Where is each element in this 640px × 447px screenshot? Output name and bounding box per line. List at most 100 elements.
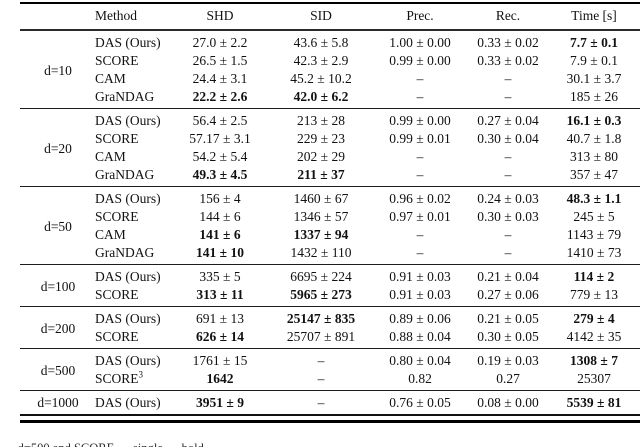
metric-cell: 0.82 (408, 371, 432, 386)
dimension-label: d=50 (20, 186, 90, 265)
metric-cell: – (317, 371, 325, 386)
table-header-row: Method SHD SID Prec. Rec. Time [s] (20, 3, 640, 31)
metric-cell: 1642 (206, 371, 234, 386)
metric-cell: – (416, 245, 424, 260)
table-row: d=100 DAS (Ours) 335 ± 5 6695 ± 224 0.91 ± 0… (20, 264, 640, 307)
metric-cell: 1432 ± 110 (290, 245, 352, 260)
method-cell: SCORE (95, 329, 139, 344)
metric-cell: 0.97 ± 0.01 (389, 209, 451, 224)
metric-cell: 0.33 ± 0.02 (477, 35, 539, 50)
table-row: SCORE 144 ± 6 1346 ± 57 0.97 ± 0.01 0.30 ± 0… (20, 208, 640, 226)
metric-cell: 7.9 ± 0.1 (570, 53, 618, 68)
metric-cell: 7.7 ± 0.1 (570, 35, 618, 50)
metric-cell: 0.33 ± 0.02 (477, 53, 539, 68)
method-cell: DAS (Ours) (90, 186, 170, 208)
metric-cell: 313 ± 11 (196, 287, 244, 302)
metric-cell: 57.17 ± 3.1 (189, 131, 251, 146)
table-row: GraNDAG 141 ± 10 1432 ± 110 – – 1410 ± 73 (20, 244, 640, 265)
metric-cell: 141 ± 10 (196, 245, 244, 260)
metric-cell: 54.2 ± 5.4 (192, 149, 248, 164)
metric-cell: 43.6 ± 5.8 (293, 35, 349, 50)
metric-cell: 1410 ± 73 (566, 245, 622, 260)
method-cell: DAS (Ours) (90, 264, 170, 286)
metric-cell: 3951 ± 9 (170, 390, 270, 415)
metric-cell: 279 ± 4 (548, 306, 640, 328)
metric-cell: 1761 ± 15 (170, 348, 270, 370)
table-caption-clipped: … d=500 and SCORE … single … bold … (2, 441, 636, 447)
metric-cell: 5965 ± 273 (290, 287, 352, 302)
metric-cell: 4142 ± 35 (566, 329, 622, 344)
metric-cell: 0.76 ± 0.05 (372, 390, 468, 415)
metric-cell: 211 ± 37 (297, 167, 345, 182)
group-body: d=50 DAS (Ours) 156 ± 4 1460 ± 67 0.96 ± 0.0… (20, 186, 640, 265)
metric-cell: – (504, 227, 512, 242)
table-row: d=1000 DAS (Ours) 3951 ± 9–0.76 ± 0.05 0.08… (20, 390, 640, 415)
metric-cell: 30.1 ± 3.7 (566, 71, 622, 86)
metric-cell: 0.08 ± 0.00 (468, 390, 548, 415)
metric-cell: 0.27 ± 0.04 (468, 108, 548, 130)
dimension-label: d=500 (20, 348, 90, 391)
dimension-label: d=100 (20, 264, 90, 307)
table-header: Method SHD SID Prec. Rec. Time [s] (20, 3, 640, 31)
group-body: d=10 DAS (Ours) 27.0 ± 2.2 43.6 ± 5.8 1.00 ±… (20, 30, 640, 109)
table-row: GraNDAG 49.3 ± 4.5 211 ± 37 – – 357 ± 47 (20, 166, 640, 187)
metric-cell: 0.91 ± 0.03 (389, 287, 451, 302)
table-row: d=200 DAS (Ours) 691 ± 13 25147 ± 835 0.89 ±… (20, 306, 640, 349)
group-body: d=500 DAS (Ours) 1761 ± 15–0.80 ± 0.04 0.19… (20, 348, 640, 391)
method-cell: DAS (Ours) (95, 35, 161, 50)
metric-cell: 626 ± 14 (196, 329, 244, 344)
column-header-sid: SID (270, 3, 372, 31)
method-footnote-marker: 3 (138, 369, 144, 380)
metric-cell: 313 ± 80 (570, 149, 618, 164)
metric-cell: 25707 ± 891 (286, 329, 356, 344)
metric-cell: – (504, 89, 512, 104)
table-row: SCORE 313 ± 11 5965 ± 273 0.91 ± 0.03 0.27 ±… (20, 286, 640, 307)
group-body: d=100 DAS (Ours) 335 ± 5 6695 ± 224 0.91 ± 0… (20, 264, 640, 307)
metric-cell: 5539 ± 81 (548, 390, 640, 415)
metric-cell: 42.0 ± 6.2 (293, 89, 349, 104)
metric-cell: – (416, 149, 424, 164)
metric-cell: – (504, 149, 512, 164)
metric-cell: 49.3 ± 4.5 (192, 167, 248, 182)
metric-cell: 691 ± 13 (170, 306, 270, 328)
metric-cell: – (416, 167, 424, 182)
table-row: SCORE 26.5 ± 1.5 42.3 ± 2.9 0.99 ± 0.00 0.33… (20, 52, 640, 70)
metric-cell: 42.3 ± 2.9 (293, 53, 349, 68)
metric-cell: 0.27 ± 0.06 (477, 287, 539, 302)
table-row: CAM 24.4 ± 3.1 45.2 ± 10.2 – – 30.1 ± 3.7 (20, 70, 640, 88)
metric-cell: 27.0 ± 2.2 (192, 35, 248, 50)
metric-cell: 0.99 ± 0.00 (372, 108, 468, 130)
table-row: CAM 141 ± 6 1337 ± 94 – – 1143 ± 79 (20, 226, 640, 244)
method-cell: DAS (Ours) (90, 108, 170, 130)
metric-cell: 0.99 ± 0.00 (389, 53, 451, 68)
method-cell: DAS (Ours) (90, 348, 170, 370)
metric-cell: 1337 ± 94 (293, 227, 349, 242)
table-row: SCORE 57.17 ± 3.1 229 ± 23 0.99 ± 0.01 0.30 … (20, 130, 640, 148)
metric-cell: 24.4 ± 3.1 (192, 71, 248, 86)
metric-cell: 0.88 ± 0.04 (389, 329, 451, 344)
metric-cell: 0.80 ± 0.04 (372, 348, 468, 370)
method-cell: GraNDAG (95, 89, 155, 104)
column-header-shd: SHD (170, 3, 270, 31)
method-cell: DAS (Ours) (90, 390, 170, 415)
method-cell: SCORE (95, 131, 139, 146)
column-header-time: Time [s] (548, 3, 640, 31)
metric-cell: 48.3 ± 1.1 (548, 186, 640, 208)
dimension-label: d=20 (20, 108, 90, 187)
metric-cell: 1346 ± 57 (293, 209, 349, 224)
metric-cell: 26.5 ± 1.5 (192, 53, 248, 68)
table-bottom-rule (20, 420, 640, 423)
metric-cell: 40.7 ± 1.8 (566, 131, 622, 146)
metric-cell: 25307 (577, 371, 611, 386)
table-row: CAM 54.2 ± 5.4 202 ± 29 – – 313 ± 80 (20, 148, 640, 166)
metric-cell: 0.21 ± 0.04 (468, 264, 548, 286)
group-body: d=1000 DAS (Ours) 3951 ± 9–0.76 ± 0.05 0.08… (20, 390, 640, 415)
method-cell: CAM (95, 149, 126, 164)
metric-cell: 0.24 ± 0.03 (468, 186, 548, 208)
table-row: SCORE3 1642 – 0.82 0.27 25307 (20, 370, 640, 391)
metric-cell: 0.30 ± 0.03 (477, 209, 539, 224)
method-cell: CAM (95, 71, 126, 86)
metric-cell: 202 ± 29 (297, 149, 345, 164)
metric-cell: 0.30 ± 0.05 (477, 329, 539, 344)
